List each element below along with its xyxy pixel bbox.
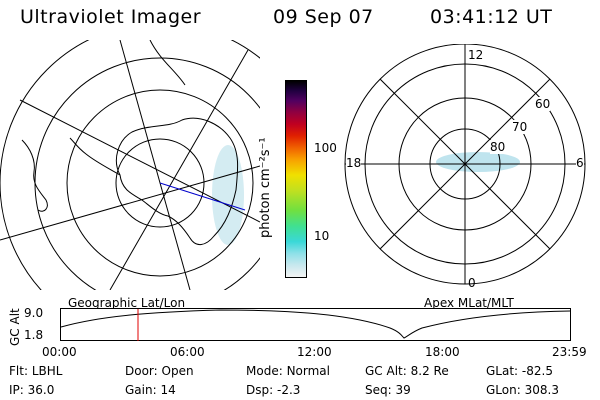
altitude-ylabel: GC Alt [8,308,22,346]
altitude-ytick-low: 1.8 [24,328,44,342]
colorbar-unit-label: photon cm⁻²s⁻¹ [258,137,273,238]
mlt-line-diag-2 [379,78,551,250]
instrument-title: Ultraviolet Imager [20,6,202,28]
info-seq: Seq: 39 [365,383,411,397]
mlt-label-bottom: 0 [468,276,476,290]
time-label: 03:41:12 UT [430,6,553,28]
geographic-map-label: Geographic Lat/Lon [68,296,186,310]
south-america-tip [21,139,48,212]
antarctica-outline [116,117,239,245]
date-label: 09 Sep 07 [273,6,374,28]
meridian-3 [0,165,260,241]
altitude-curve [60,309,571,339]
altitude-xtick-3: 18:00 [425,345,460,359]
meridian-4 [119,40,191,290]
colorbar-tick-10: 10 [314,229,330,243]
altitude-xtick-4: 23:59 [552,345,587,359]
antarctic-peninsula [69,137,121,176]
mlat-label-80: 80 [490,140,506,154]
info-gain: Gain: 14 [125,383,176,397]
info-flt: Flt: LBHL [9,364,63,378]
info-glat: GLat: -82.5 [486,364,553,378]
mlt-label-right: 6 [576,156,584,170]
mlt-label-top: 12 [468,48,484,62]
mlt-label-left: 18 [346,156,362,170]
info-ip: IP: 36.0 [9,383,55,397]
info-glon: GLon: 308.3 [486,383,559,397]
mlat-label-60: 60 [535,97,551,111]
colorbar [285,80,307,278]
altitude-xtick-2: 12:00 [297,345,332,359]
mlat-label-70: 70 [512,120,528,134]
sun-line [159,182,246,211]
africa-coast [149,40,186,86]
altitude-xtick-1: 06:00 [170,345,205,359]
altitude-xtick-0: 00:00 [42,345,77,359]
magnetic-polar-plot [344,44,586,285]
info-mode: Mode: Normal [246,364,330,378]
altitude-plot [60,308,571,341]
info-door: Door: Open [125,364,194,378]
lat-circle-1 [115,138,205,228]
meridian-1 [109,49,249,290]
aurora-glow-left [212,145,244,245]
altitude-ytick-high: 9.0 [24,306,44,320]
colorbar-tick-100: 100 [314,141,337,155]
info-dsp: Dsp: -2.3 [246,383,301,397]
lat-circle-2 [66,89,254,277]
info-gc-alt: GC Alt: 8.2 Re [365,364,449,378]
altitude-plot-frame [60,308,571,341]
geographic-map [0,40,260,290]
magnetic-map-label: Apex MLat/MLT [424,296,514,310]
aurora-glow-right [436,152,520,172]
